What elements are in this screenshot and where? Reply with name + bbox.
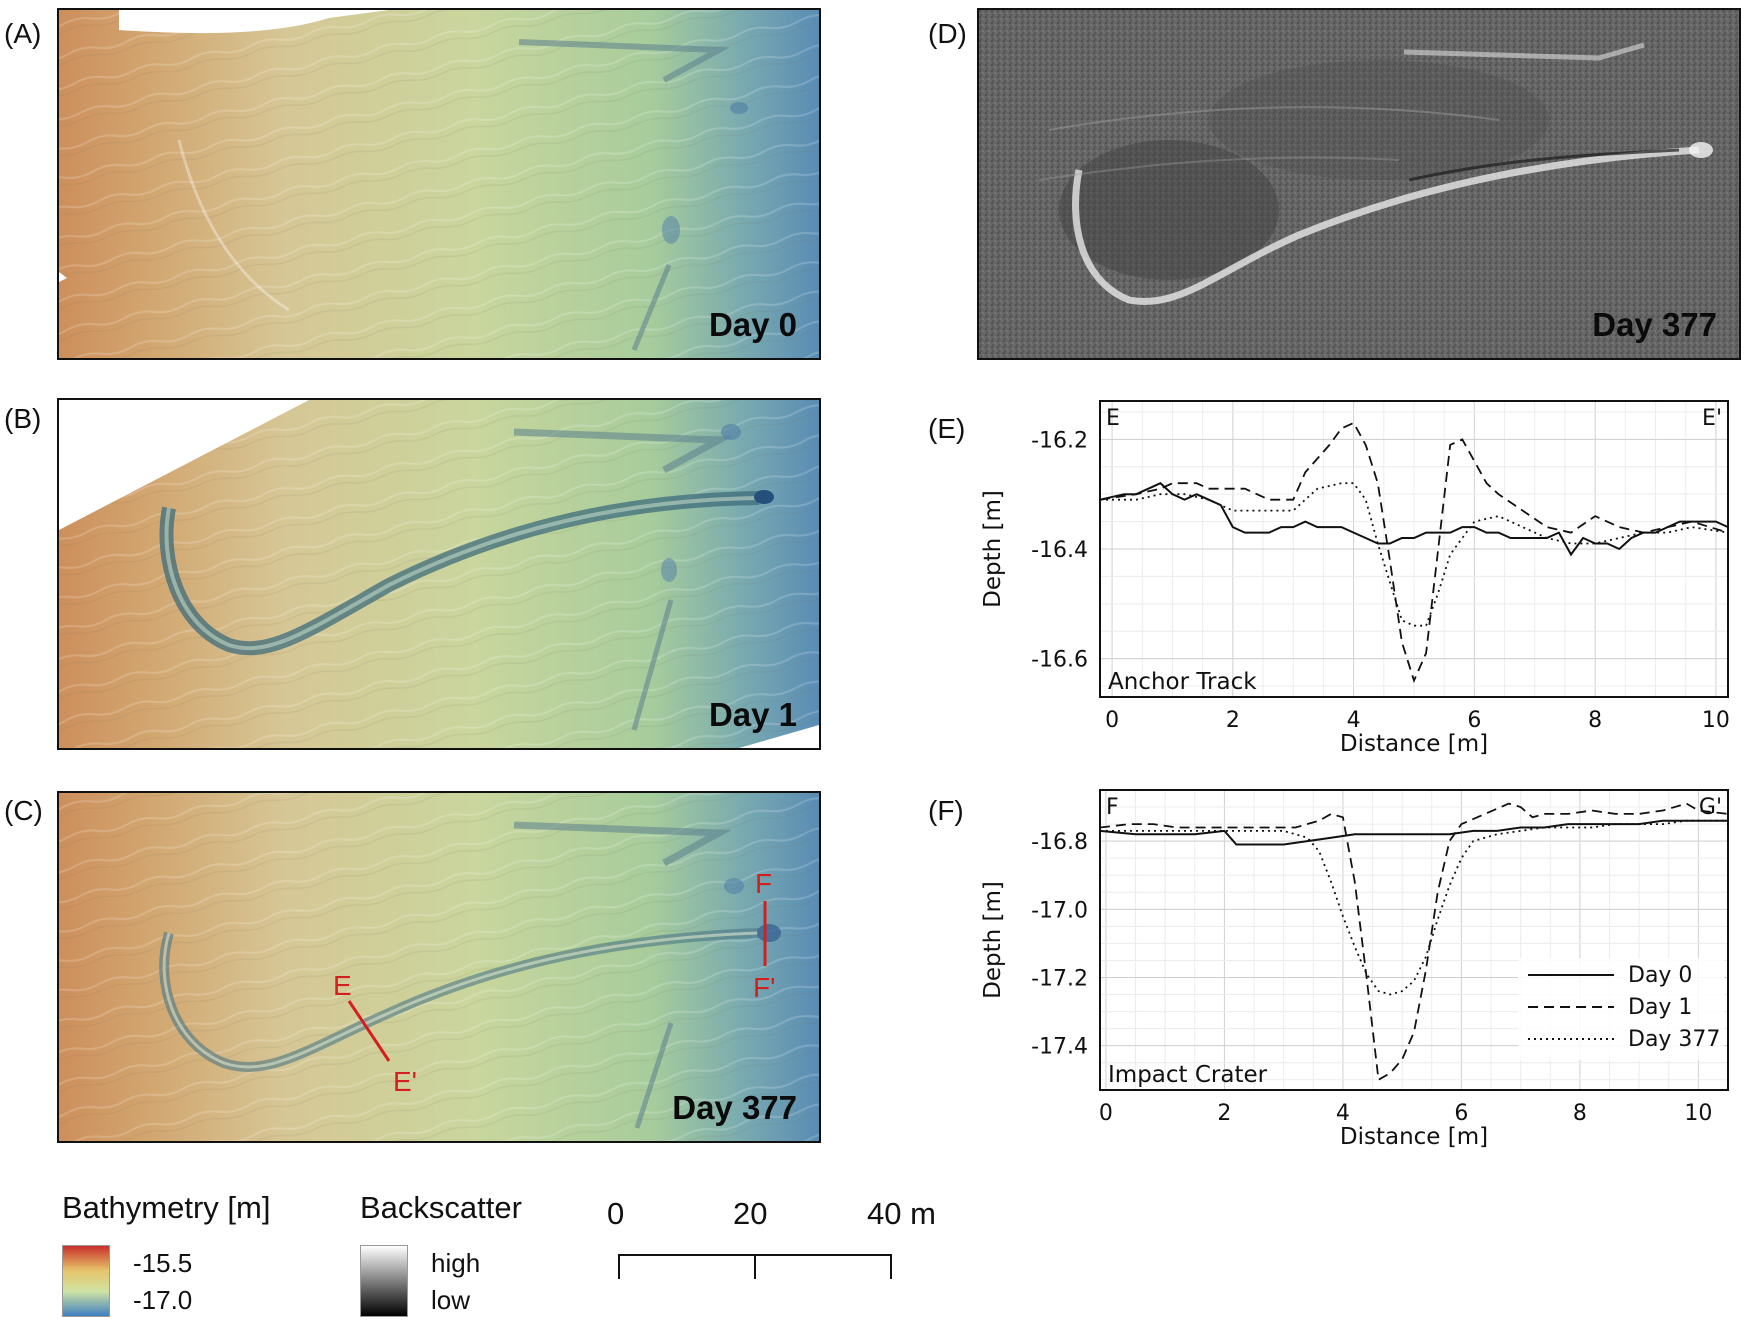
backscatter-high-label: high — [431, 1248, 481, 1278]
bathymetry-image-day377: E E' F F' — [59, 793, 819, 1141]
x-tick-label: 0 — [1105, 708, 1119, 733]
x-axis-label: Distance [m] — [1340, 1124, 1488, 1150]
bathymetry-image-day1 — [59, 400, 819, 748]
panel-letter-f: (F) — [928, 795, 964, 826]
bathymetry-low-label: -17.0 — [133, 1285, 193, 1315]
backscatter-legend-title: Backscatter — [360, 1190, 522, 1225]
corner-label-right: E' — [1702, 406, 1722, 431]
legend-label: Day 1 — [1628, 995, 1692, 1020]
series-line-day-377 — [1100, 819, 1728, 996]
y-axis-label: Depth [m] — [980, 881, 1006, 999]
plot-frame — [1099, 400, 1729, 698]
annotation-label: Impact Crater — [1108, 1062, 1268, 1088]
panel-letter-d: (D) — [928, 18, 967, 49]
scalebar-tick-0: 0 — [607, 1196, 625, 1231]
bathymetry-image-day0 — [59, 10, 819, 358]
x-tick-label: 8 — [1588, 708, 1602, 733]
scalebar — [618, 1254, 892, 1279]
day-label-c: Day 377 — [672, 1089, 797, 1126]
backscatter-gray-swatch — [360, 1245, 408, 1317]
corner-label-right: G' — [1699, 795, 1722, 820]
y-tick-label: -16.6 — [1031, 648, 1088, 673]
legend-label: Day 0 — [1628, 963, 1692, 988]
backscatter-low-label: low — [431, 1285, 471, 1315]
x-axis-label: Distance [m] — [1340, 731, 1488, 757]
x-tick-label: 0 — [1099, 1101, 1113, 1126]
marker-f-prime: F' — [753, 972, 775, 1003]
corner-label-left: F — [1106, 795, 1119, 820]
marker-f: F — [755, 868, 772, 899]
x-tick-label: 6 — [1454, 1101, 1468, 1126]
profile-line-e — [347, 1000, 391, 1062]
series-line-day-0 — [1099, 819, 1728, 846]
x-tick-label: 6 — [1467, 708, 1481, 733]
backscatter-map-day377: Day 377 — [977, 8, 1741, 360]
bathymetry-map-day1: Day 1 — [57, 398, 821, 750]
marker-e: E — [333, 970, 352, 1001]
legend-label: Day 377 — [1628, 1027, 1720, 1052]
day-label-d: Day 377 — [1592, 306, 1717, 343]
backscatter-image-day377 — [979, 10, 1739, 358]
x-tick-label: 4 — [1336, 1101, 1350, 1126]
panel-letter-e: (E) — [928, 413, 966, 444]
day-label-a: Day 0 — [708, 306, 797, 343]
bathymetry-color-swatch — [62, 1245, 110, 1317]
series-line-day-0 — [1099, 482, 1729, 557]
bathymetry-high-label: -15.5 — [133, 1248, 193, 1278]
y-tick-label: -16.2 — [1031, 428, 1088, 453]
chart-impact-crater: 0 2 4 6 8 10 -16.8 -17.0 -17.2 -17.4 Distance [m] D… — [980, 789, 1729, 1150]
x-tick-label: 10 — [1684, 1101, 1712, 1126]
annotation-label: Anchor Track — [1108, 669, 1257, 695]
y-axis-label: Depth [m] — [980, 490, 1006, 608]
marker-e-prime: E' — [393, 1066, 417, 1097]
panel-letter-a: (A) — [4, 18, 42, 49]
x-tick-label: 4 — [1347, 708, 1361, 733]
y-tick-label: -16.8 — [1031, 830, 1088, 855]
scalebar-tick-20: 20 — [733, 1196, 768, 1231]
corner-label-left: E — [1106, 406, 1120, 431]
x-tick-label: 2 — [1217, 1101, 1231, 1126]
chart-anchor-track: 0 2 4 6 8 10 -16.2 -16.4 -16.6 Distance [m] Depth … — [980, 400, 1730, 757]
x-tick-label: 8 — [1573, 1101, 1587, 1126]
y-tick-label: -16.4 — [1031, 538, 1088, 563]
bathymetry-legend-title: Bathymetry [m] — [62, 1190, 271, 1225]
series-line-day-1 — [1099, 421, 1729, 684]
panel-letter-b: (B) — [4, 403, 42, 434]
series-line-day-1 — [1099, 802, 1729, 1082]
y-tick-label: -17.4 — [1031, 1035, 1088, 1060]
x-tick-label: 10 — [1702, 708, 1730, 733]
bathymetry-map-day377: E E' F F' Day 377 — [57, 791, 821, 1143]
x-tick-label: 2 — [1226, 708, 1240, 733]
y-tick-label: -17.2 — [1031, 967, 1088, 992]
bathymetry-map-day0: Day 0 — [57, 8, 821, 360]
panel-letter-c: (C) — [4, 795, 43, 826]
y-tick-label: -17.0 — [1031, 898, 1088, 923]
day-label-b: Day 1 — [708, 696, 797, 733]
scalebar-tick-40: 40 m — [867, 1196, 936, 1231]
plot-frame — [1099, 789, 1729, 1091]
